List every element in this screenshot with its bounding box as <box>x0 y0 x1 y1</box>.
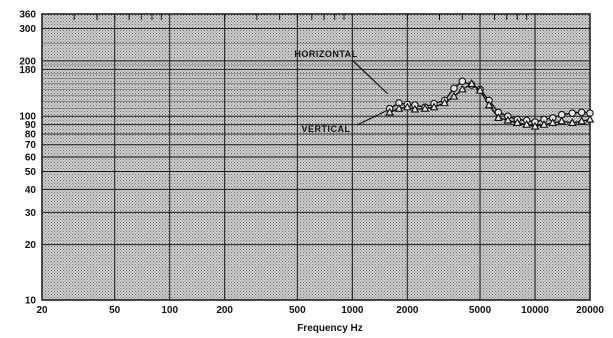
data-point-vertical <box>440 98 449 107</box>
data-point-horizontal <box>458 77 467 86</box>
data-point-vertical <box>577 116 586 125</box>
y-tick-label: 100 <box>19 112 36 123</box>
x-tick-label: 2000 <box>396 305 419 316</box>
x-tick-label: 50 <box>109 305 121 316</box>
y-tick-label: 50 <box>25 167 37 178</box>
data-point-horizontal <box>568 109 577 117</box>
data-point-vertical <box>410 104 420 113</box>
x-tick-label: 10000 <box>521 305 549 316</box>
y-tick-label: 70 <box>25 140 37 151</box>
data-point-vertical <box>567 118 577 127</box>
x-tick-label: 20000 <box>576 305 604 316</box>
y-tick-label: 40 <box>25 185 37 196</box>
data-point-vertical <box>475 85 485 94</box>
data-point-horizontal <box>450 84 458 92</box>
annotations: HORIZONTAL VERTICAL <box>294 49 389 134</box>
data-point-vertical <box>512 118 522 127</box>
data-point-vertical <box>484 100 494 109</box>
data-point-horizontal <box>577 108 586 117</box>
annotation-vertical: VERTICAL <box>302 124 351 134</box>
x-tick-label: 5000 <box>469 305 492 316</box>
x-tick-label: 200 <box>216 305 233 316</box>
data-point-vertical <box>503 115 513 124</box>
annotation-horizontal: HORIZONTAL <box>294 49 357 59</box>
grid-lines <box>41 13 591 301</box>
x-tick-label: 20 <box>36 305 48 316</box>
data-point-vertical <box>385 107 394 116</box>
data-point-vertical <box>522 119 531 128</box>
y-tick-label: 80 <box>25 130 37 141</box>
data-point-vertical <box>467 79 476 88</box>
data-point-vertical <box>585 114 595 123</box>
annotation-vertical-leader <box>356 109 389 126</box>
data-point-vertical <box>449 91 459 100</box>
data-point-vertical <box>494 113 503 121</box>
data-point-vertical <box>548 118 558 127</box>
y-tick-label: 300 <box>19 24 36 35</box>
data-series <box>385 77 595 130</box>
y-tick-label: 10 <box>25 296 37 307</box>
x-tick-label: 100 <box>161 305 178 316</box>
data-point-vertical <box>530 121 540 130</box>
data-point-vertical <box>429 102 439 111</box>
data-point-vertical <box>539 119 549 128</box>
y-tick-label: 60 <box>25 153 37 164</box>
data-point-vertical <box>420 103 430 112</box>
y-tick-label: 90 <box>25 120 37 131</box>
data-point-vertical <box>403 102 412 111</box>
annotation-horizontal-leader <box>351 59 389 95</box>
x-axis-ticks: 20 50 100 200 500 1000 2000 5000 10000 20000 <box>36 305 604 316</box>
data-point-vertical <box>557 116 567 125</box>
y-tick-label: 200 <box>19 56 36 67</box>
x-axis-label: Frequency Hz <box>297 323 363 334</box>
y-tick-label: 360 <box>19 10 36 21</box>
data-point-vertical <box>394 103 404 112</box>
x-tick-label: 1000 <box>341 305 364 316</box>
data-point-vertical <box>457 84 467 93</box>
x-tick-label: 500 <box>289 305 306 316</box>
y-tick-label: 180 <box>19 65 36 76</box>
y-tick-label: 20 <box>25 240 37 251</box>
y-tick-label: 30 <box>25 208 37 219</box>
